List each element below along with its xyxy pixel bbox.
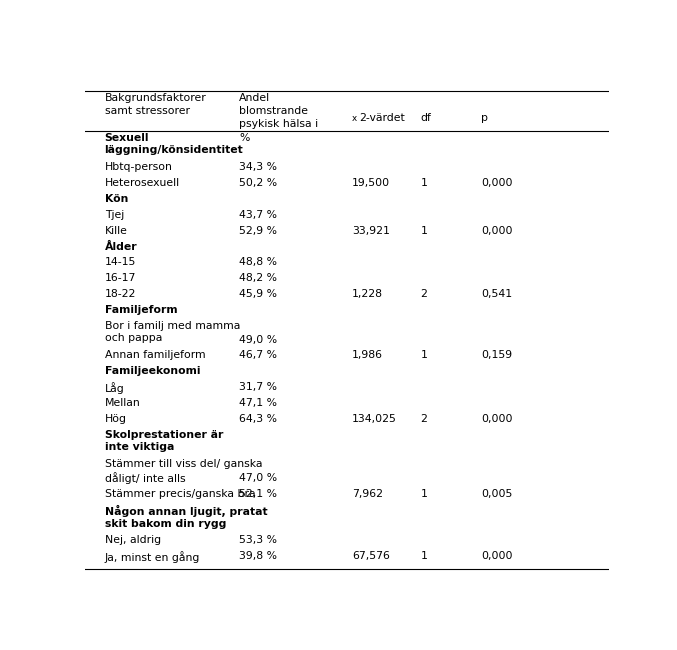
Text: 33,921: 33,921 [352,226,390,236]
Text: 49,0 %: 49,0 % [240,335,278,344]
Text: 134,025: 134,025 [352,413,397,424]
Text: 48,2 %: 48,2 % [240,273,278,283]
Text: 1,986: 1,986 [352,350,383,360]
Text: 43,7 %: 43,7 % [240,210,278,220]
Text: Stämmer till viss del/ ganska
dåligt/ inte alls: Stämmer till viss del/ ganska dåligt/ in… [104,460,262,484]
Text: Familjeekonomi: Familjeekonomi [104,366,200,376]
Text: 0,159: 0,159 [481,350,512,360]
Text: 52,9 %: 52,9 % [240,226,278,236]
Text: 0,000: 0,000 [481,226,512,236]
Text: Bakgrundsfaktorer
samt stressorer: Bakgrundsfaktorer samt stressorer [104,93,206,116]
Text: Hög: Hög [104,413,127,424]
Text: 2: 2 [420,413,427,424]
Text: 16-17: 16-17 [104,273,136,283]
Text: Tjej: Tjej [104,210,124,220]
Text: 52,1 %: 52,1 % [240,489,278,499]
Text: 2-värdet: 2-värdet [359,113,405,123]
Text: 19,500: 19,500 [352,178,391,188]
Text: 1: 1 [420,350,427,360]
Text: 14-15: 14-15 [104,257,136,267]
Text: 7,962: 7,962 [352,489,383,499]
Text: p: p [481,113,487,123]
Text: Annan familjeform: Annan familjeform [104,350,205,360]
Text: Kön: Kön [104,194,128,204]
Text: 34,3 %: 34,3 % [240,162,278,172]
Text: 45,9 %: 45,9 % [240,289,278,299]
Text: 1: 1 [420,226,427,236]
Text: Mellan: Mellan [104,398,140,408]
Text: 64,3 %: 64,3 % [240,413,278,424]
Text: 47,0 %: 47,0 % [240,473,278,484]
Text: Kille: Kille [104,226,127,236]
Text: 50,2 %: 50,2 % [240,178,278,188]
Text: Andel
blomstrande
psykisk hälsa i
%: Andel blomstrande psykisk hälsa i % [240,93,319,142]
Text: 2: 2 [420,289,427,299]
Text: Någon annan ljugit, pratat
skit bakom din rygg: Någon annan ljugit, pratat skit bakom di… [104,505,267,530]
Text: 0,000: 0,000 [481,551,512,561]
Text: 67,576: 67,576 [352,551,390,561]
Text: Familjeform: Familjeform [104,305,177,315]
Text: Ja, minst en gång: Ja, minst en gång [104,551,200,563]
Text: Ålder: Ålder [104,242,137,252]
Text: 0,000: 0,000 [481,413,512,424]
Text: 0,005: 0,005 [481,489,512,499]
Text: 0,000: 0,000 [481,178,512,188]
Text: Skolprestationer är
inte viktiga: Skolprestationer är inte viktiga [104,430,223,452]
Text: 1: 1 [420,178,427,188]
Text: x: x [352,114,357,123]
Text: 46,7 %: 46,7 % [240,350,278,360]
Text: Hbtq-person: Hbtq-person [104,162,173,172]
Text: 31,7 %: 31,7 % [240,382,278,392]
Text: 53,3 %: 53,3 % [240,535,278,545]
Text: 0,541: 0,541 [481,289,512,299]
Text: 1: 1 [420,551,427,561]
Text: 48,8 %: 48,8 % [240,257,278,267]
Text: 1: 1 [420,489,427,499]
Text: Sexuell
läggning/könsidentitet: Sexuell läggning/könsidentitet [104,133,243,155]
Text: 18-22: 18-22 [104,289,136,299]
Text: 47,1 %: 47,1 % [240,398,278,408]
Text: Stämmer precis/ganska bra: Stämmer precis/ganska bra [104,489,255,499]
Text: df: df [420,113,431,123]
Text: Bor i familj med mamma
och pappa: Bor i familj med mamma och pappa [104,320,240,343]
Text: 1,228: 1,228 [352,289,383,299]
Text: 39,8 %: 39,8 % [240,551,278,561]
Text: Heterosexuell: Heterosexuell [104,178,179,188]
Text: Låg: Låg [104,382,125,394]
Text: Nej, aldrig: Nej, aldrig [104,535,160,545]
